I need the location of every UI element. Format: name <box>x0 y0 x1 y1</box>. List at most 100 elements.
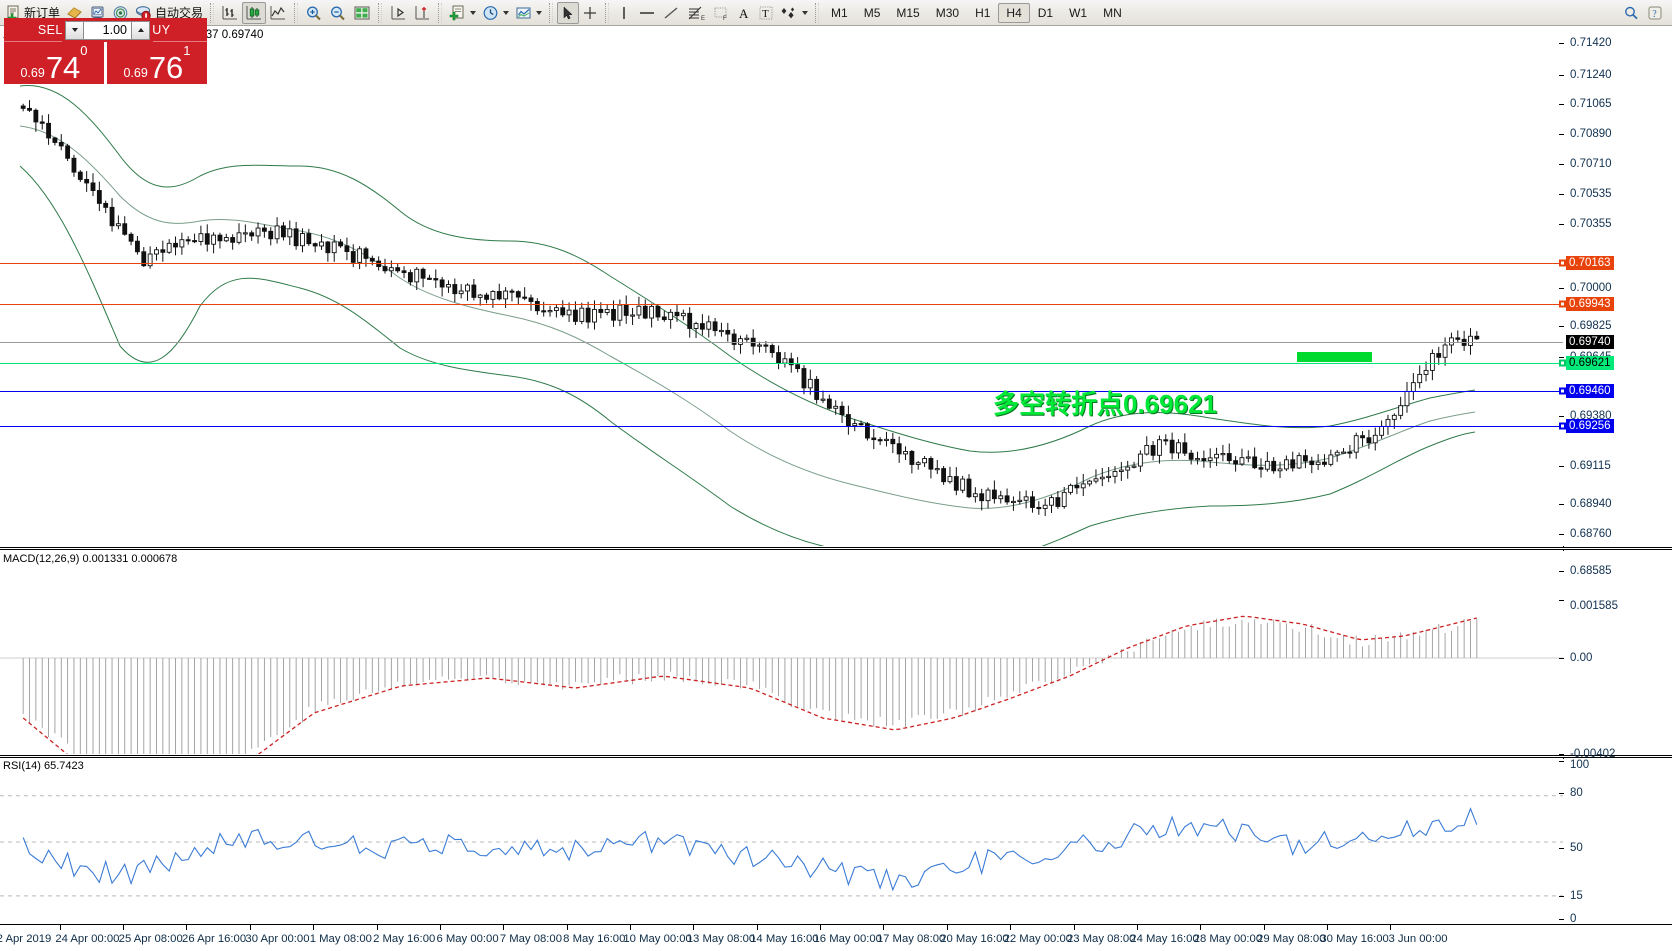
vertical-line-button[interactable] <box>613 2 635 24</box>
price-line-070163[interactable] <box>0 263 1563 264</box>
expert-advisors-button[interactable] <box>63 2 86 24</box>
crosshair-button[interactable] <box>579 2 601 24</box>
shapes-button[interactable] <box>777 2 811 24</box>
crosshair-icon <box>584 6 597 19</box>
volume-stepper[interactable]: 1.00 <box>62 18 153 42</box>
macd-indicator-label[interactable]: MACD(12,26,9) 0.001331 0.000678 <box>3 553 178 565</box>
timeframe-d1[interactable]: D1 <box>1037 5 1054 20</box>
time-axis-label: 7 May 08:00 <box>499 933 562 945</box>
macd-tick-mark <box>1559 658 1564 659</box>
timeframe-w1[interactable]: W1 <box>1069 5 1088 20</box>
price-tick-label: 0.71240 <box>1570 69 1612 81</box>
auto-trading-label: 自动交易 <box>155 6 204 20</box>
volume-increase-button[interactable] <box>131 20 150 40</box>
vertical-line-icon <box>623 6 625 19</box>
price-tag-handle[interactable] <box>1559 259 1566 267</box>
timeframe-m1[interactable]: M1 <box>831 5 848 20</box>
chart-annotation-text[interactable]: 多空转折点0.69621 <box>993 389 1217 419</box>
price-tag-070163[interactable]: 0.70163 <box>1566 256 1614 270</box>
price-line-069943[interactable] <box>0 304 1563 305</box>
price-line-069621[interactable] <box>0 363 1563 364</box>
help-button[interactable]: ? <box>1644 2 1666 24</box>
timeframe-h4[interactable]: H4 <box>998 2 1030 23</box>
time-axis[interactable]: 2 Apr 2019 24 Apr 00:00 25 Apr 08:00 26 Apr… <box>0 924 1672 951</box>
tile-windows-button[interactable] <box>350 2 374 24</box>
price-tag-handle[interactable] <box>1559 359 1566 367</box>
trendline-icon <box>664 6 678 19</box>
auto-scroll-button[interactable] <box>386 2 410 24</box>
line-chart-button[interactable] <box>266 2 290 24</box>
svg-text:A: A <box>739 6 749 21</box>
price-line-069740-last <box>0 342 1563 343</box>
pane-divider[interactable] <box>0 755 1672 758</box>
time-tick-mark <box>883 925 885 930</box>
toolbar-separator <box>549 2 554 23</box>
horizontal-line-button[interactable] <box>635 2 659 24</box>
pane-divider[interactable] <box>0 547 1672 550</box>
chart-area[interactable]: 多空转折点0.69621 AUDUSD-,H4 0.69770 0.69775 … <box>0 26 1672 951</box>
chevron-down-icon[interactable] <box>802 10 809 15</box>
price-pane[interactable]: 多空转折点0.69621 AUDUSD-,H4 0.69770 0.69775 … <box>0 26 1672 546</box>
price-tag-handle[interactable] <box>1559 422 1566 430</box>
period-button[interactable] <box>479 2 512 24</box>
price-line-069460[interactable] <box>0 391 1563 392</box>
time-axis-label: 23 May 08:00 <box>1066 933 1136 945</box>
trendline-button[interactable] <box>659 2 683 24</box>
zoom-in-button[interactable] <box>302 2 326 24</box>
text-label-button[interactable]: A <box>733 2 755 24</box>
time-tick-mark <box>59 925 61 930</box>
buy-price[interactable]: 0.69 76 1 <box>107 42 207 84</box>
rsi-pane[interactable]: RSI(14) 65.7423 <box>0 759 1672 924</box>
price-tick-mark <box>1559 194 1564 195</box>
rsi-indicator-label[interactable]: RSI(14) 65.7423 <box>3 760 84 772</box>
one-click-trading-panel[interactable]: SELL 0.69 74 0 BUY 0.69 76 1 1.00 <box>4 18 207 84</box>
timeframe-m5[interactable]: M5 <box>863 5 881 20</box>
signals-button[interactable] <box>109 2 132 24</box>
price-tag-069256[interactable]: 0.69256 <box>1566 419 1614 433</box>
price-tag-069943[interactable]: 0.69943 <box>1566 297 1614 311</box>
cursor-button[interactable] <box>557 1 580 24</box>
time-tick-mark <box>1200 925 1202 930</box>
zoom-out-button[interactable] <box>326 2 350 24</box>
time-tick-mark <box>123 925 125 930</box>
chart-shift-button[interactable] <box>410 2 434 24</box>
candlestick-chart-button[interactable] <box>242 1 267 24</box>
macd-pane[interactable]: MACD(12,26,9) 0.001331 0.000678 <box>0 551 1672 754</box>
search-button[interactable] <box>1620 2 1642 24</box>
text-button[interactable]: T <box>755 2 777 24</box>
price-tick-label: 0.70890 <box>1570 128 1612 140</box>
timeframe-m15[interactable]: M15 <box>896 5 920 20</box>
chevron-down-icon[interactable] <box>536 10 543 15</box>
price-tick-mark <box>1559 104 1564 105</box>
chevron-down-icon[interactable] <box>470 10 477 15</box>
buy-price-fraction: 1 <box>183 43 191 58</box>
price-tag-069621[interactable]: 0.69621 <box>1566 356 1614 370</box>
equidistant-channel-button[interactable]: F <box>709 2 733 24</box>
price-tag-069460[interactable]: 0.69460 <box>1566 384 1614 398</box>
svg-text:?: ? <box>1652 9 1657 20</box>
macd-tick-mark <box>1559 600 1564 601</box>
time-axis-label: 6 May 00:00 <box>436 933 499 945</box>
chevron-down-icon[interactable] <box>503 10 510 15</box>
price-tick-label: 0.68585 <box>1570 565 1612 577</box>
bar-chart-button[interactable] <box>218 2 242 24</box>
templates-button[interactable] <box>446 2 479 24</box>
highlight-rectangle[interactable] <box>1297 352 1372 362</box>
rsi-tick-mark <box>1559 896 1564 897</box>
price-tag-handle[interactable] <box>1559 387 1566 395</box>
timeframe-mn[interactable]: MN <box>1103 5 1122 20</box>
fibonacci-button[interactable]: E <box>683 2 709 24</box>
macd-tick-mark <box>1559 754 1564 755</box>
timeframe-h1[interactable]: H1 <box>975 5 991 20</box>
volume-input[interactable]: 1.00 <box>84 20 131 40</box>
sell-label[interactable]: SELL <box>4 18 104 42</box>
sell-price[interactable]: 0.69 74 0 <box>4 42 104 84</box>
auto-trading-button[interactable]: 自动交易 <box>132 2 206 24</box>
volume-decrease-button[interactable] <box>65 20 84 40</box>
cursor-icon <box>563 5 573 19</box>
indicators-button[interactable] <box>512 2 545 24</box>
price-tag-handle[interactable] <box>1559 300 1566 308</box>
timeframe-m30[interactable]: M30 <box>935 5 960 20</box>
price-line-069256[interactable] <box>0 426 1563 427</box>
toolbar-right-group: ? <box>1620 2 1670 24</box>
